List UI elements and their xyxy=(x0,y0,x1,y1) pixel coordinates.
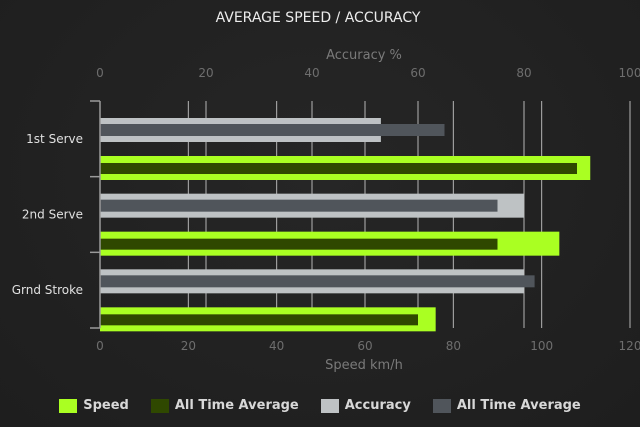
legend-swatch xyxy=(59,398,78,413)
bar-speed-average xyxy=(100,238,498,250)
bottom-tick-label: 20 xyxy=(181,339,196,353)
chart-title: AVERAGE SPEED / ACCURACY xyxy=(216,10,421,26)
legend-swatch xyxy=(150,398,169,413)
bottom-axis-label: Speed km/h xyxy=(325,358,403,373)
top-tick-label: 100 xyxy=(619,66,640,80)
category-label: 2nd Serve xyxy=(22,208,83,222)
category-label: 1st Serve xyxy=(26,132,83,146)
legend-label: Speed xyxy=(83,398,129,413)
bottom-tick-label: 40 xyxy=(269,339,284,353)
legend-item[interactable]: Speed xyxy=(59,398,129,413)
bottom-tick-label: 100 xyxy=(530,339,553,353)
bar-accuracy-average xyxy=(100,199,498,212)
bar-speed-average xyxy=(100,314,418,326)
chart: AVERAGE SPEED / ACCURACY Accuracy % Spee… xyxy=(12,10,640,373)
legend-item[interactable]: All Time Average xyxy=(432,398,581,413)
bar-accuracy-average xyxy=(100,124,445,136)
legend: Speed All Time Average Accuracy All Time Av… xyxy=(0,398,640,413)
bottom-tick-label: 60 xyxy=(357,339,372,353)
top-tick-label: 20 xyxy=(198,66,213,80)
bottom-tick-label: 120 xyxy=(619,339,640,353)
top-tick-label: 40 xyxy=(304,66,319,80)
legend-item[interactable]: Accuracy xyxy=(320,398,411,413)
bottom-tick-label: 80 xyxy=(446,339,461,353)
category-label: Grnd Stroke xyxy=(12,283,83,297)
top-tick-label: 0 xyxy=(96,66,104,80)
legend-swatch xyxy=(432,398,451,413)
legend-item[interactable]: All Time Average xyxy=(150,398,299,413)
bottom-tick-label: 0 xyxy=(96,339,104,353)
top-tick-label: 60 xyxy=(410,66,425,80)
legend-label: All Time Average xyxy=(456,398,581,413)
legend-label: Accuracy xyxy=(344,398,411,413)
bar-accuracy-average xyxy=(100,275,535,288)
bar-speed-average xyxy=(100,163,577,174)
legend-label: All Time Average xyxy=(174,398,299,413)
legend-swatch xyxy=(320,398,339,413)
top-axis-label: Accuracy % xyxy=(326,48,402,63)
top-tick-label: 80 xyxy=(516,66,531,80)
